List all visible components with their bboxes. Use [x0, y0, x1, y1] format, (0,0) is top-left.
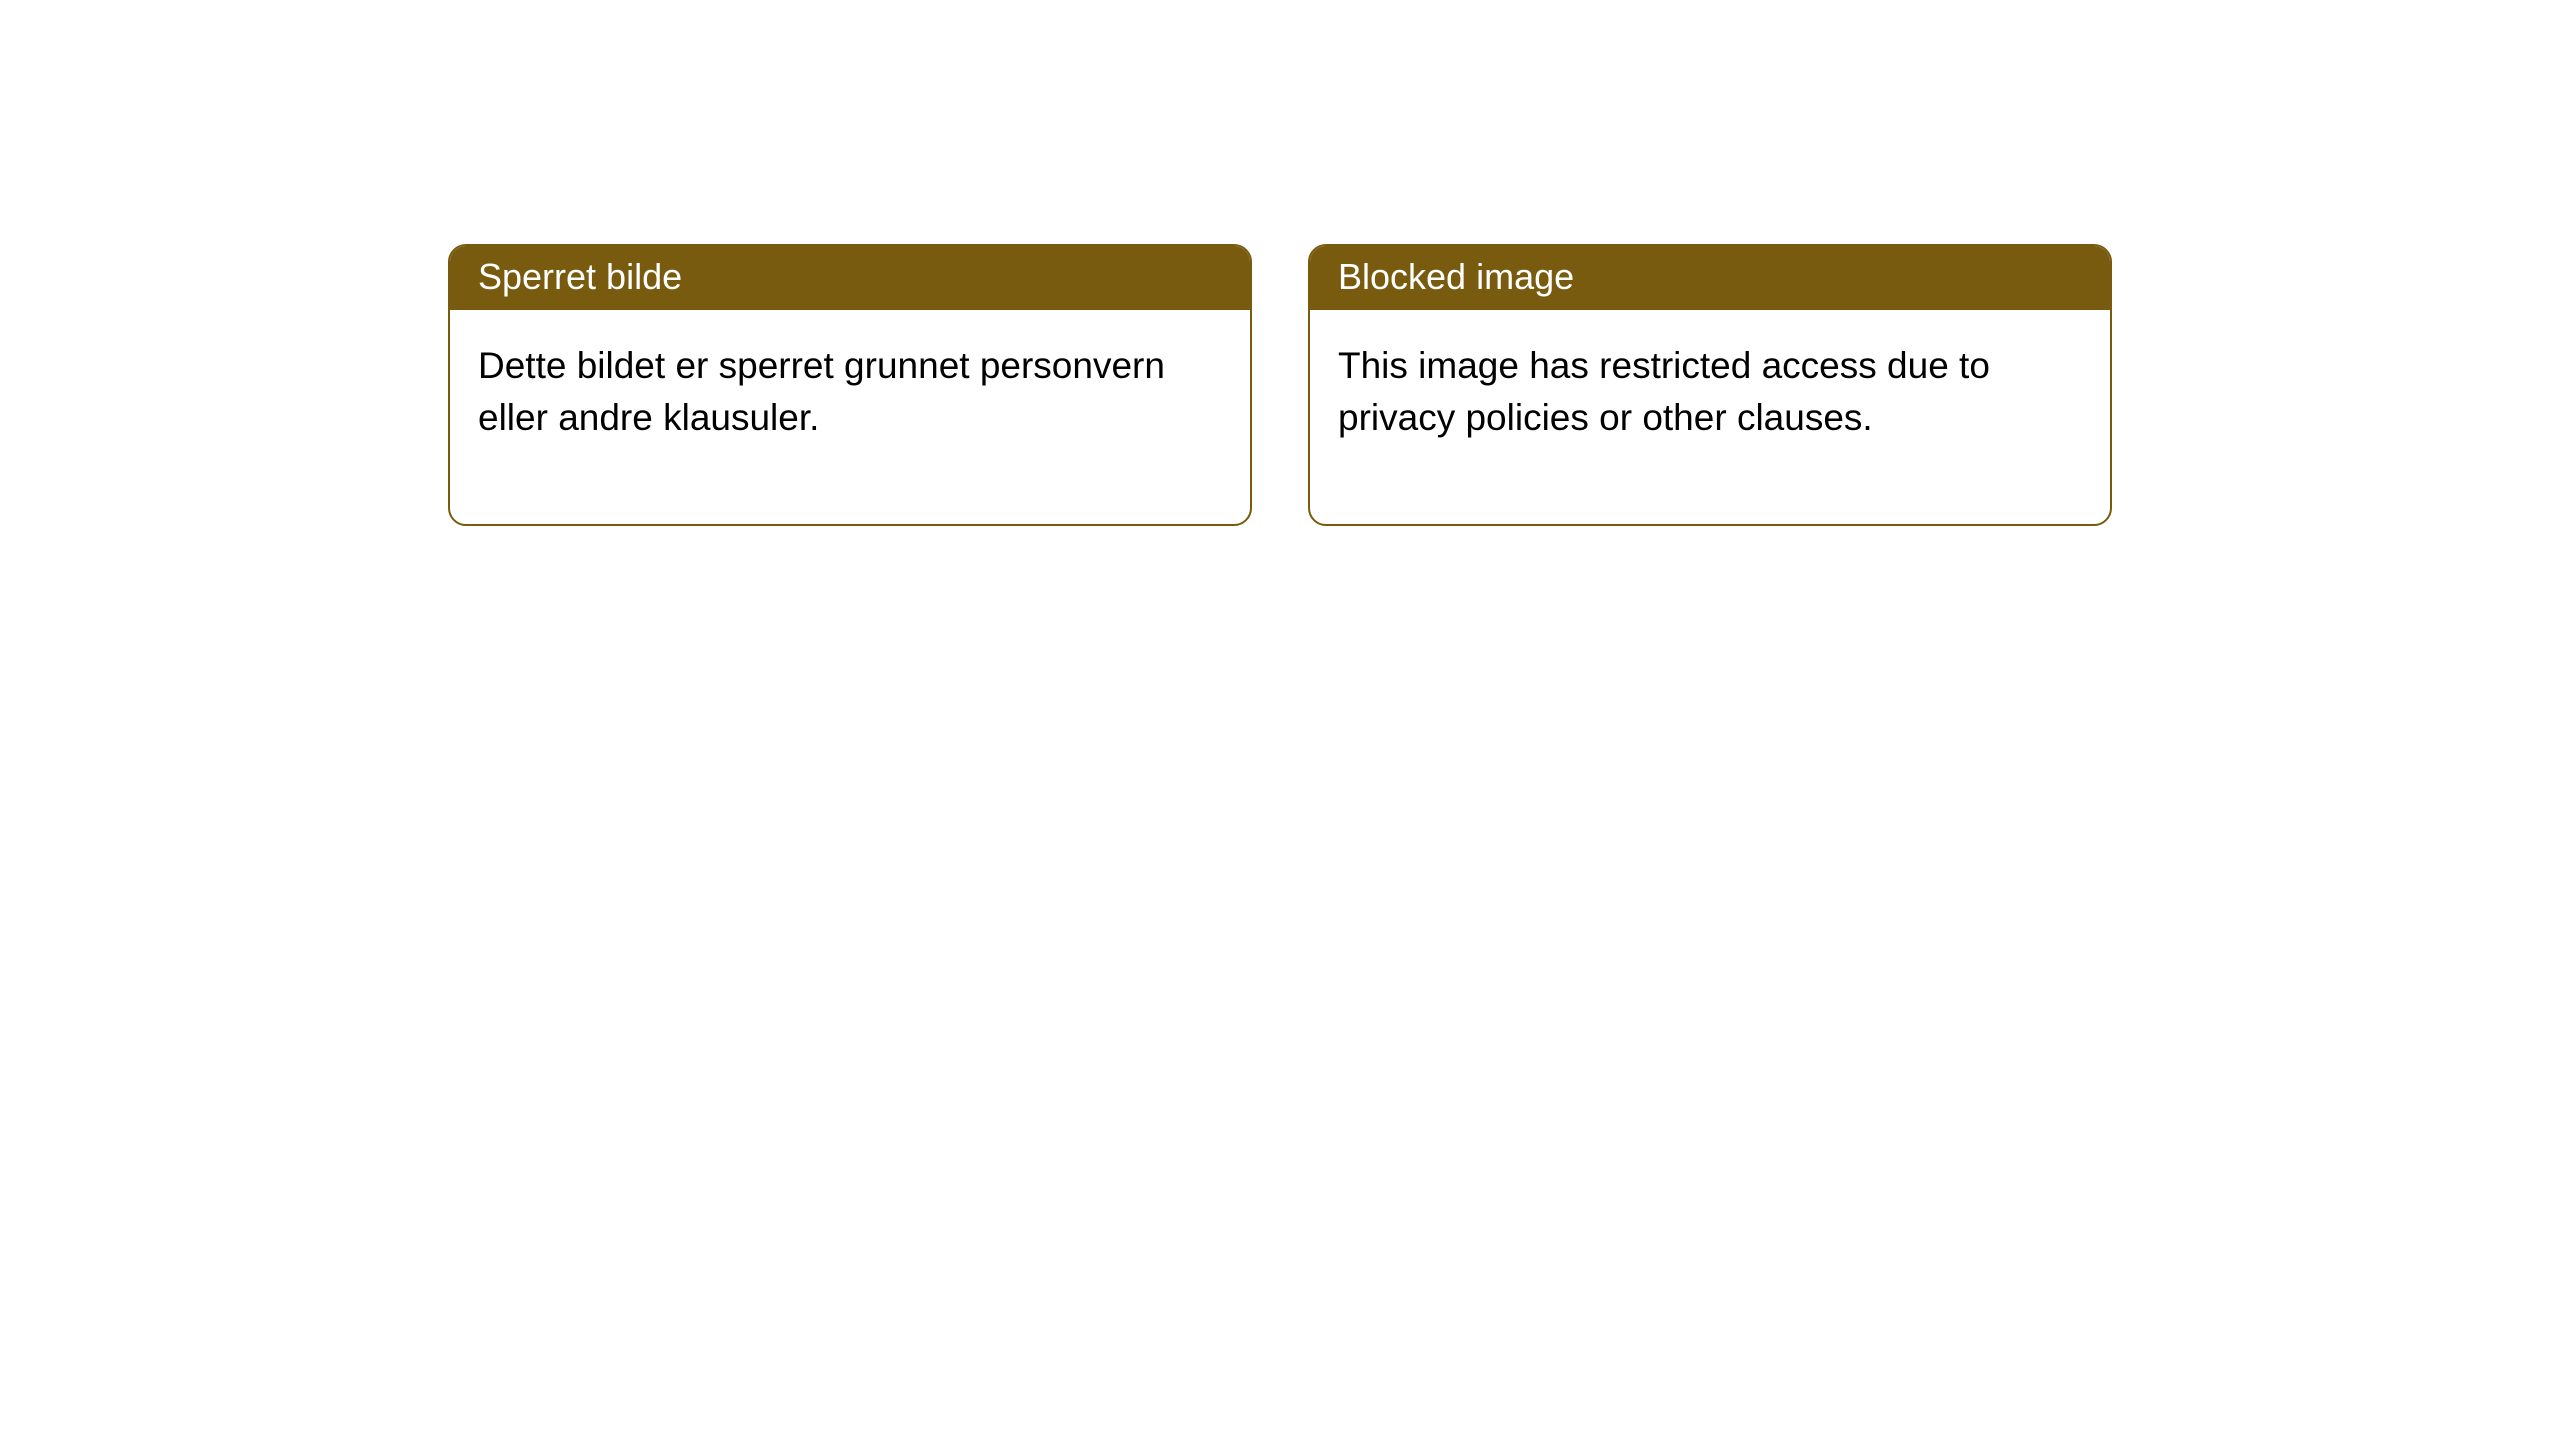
notice-body-english: This image has restricted access due to … — [1310, 310, 2110, 524]
notice-container: Sperret bilde Dette bildet er sperret gr… — [0, 0, 2560, 526]
notice-title-english: Blocked image — [1310, 246, 2110, 310]
notice-title-norwegian: Sperret bilde — [450, 246, 1250, 310]
notice-card-norwegian: Sperret bilde Dette bildet er sperret gr… — [448, 244, 1252, 526]
notice-card-english: Blocked image This image has restricted … — [1308, 244, 2112, 526]
notice-body-norwegian: Dette bildet er sperret grunnet personve… — [450, 310, 1250, 524]
